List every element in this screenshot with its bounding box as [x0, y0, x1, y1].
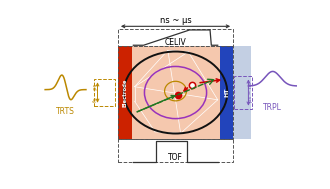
Text: CELIV: CELIV: [165, 38, 186, 47]
Bar: [118, 29, 233, 46]
Bar: [118, 139, 233, 162]
Text: TOF: TOF: [168, 153, 183, 162]
Text: TRPL: TRPL: [263, 103, 282, 112]
Bar: [94, 79, 115, 106]
Text: HT: HT: [224, 88, 229, 97]
Text: Electrode: Electrode: [122, 78, 127, 107]
Text: fs ~ ps: fs ~ ps: [93, 83, 98, 102]
Bar: [118, 46, 132, 139]
Bar: [234, 76, 252, 109]
Text: TRTS: TRTS: [56, 107, 75, 116]
Text: ps ~ ns: ps ~ ns: [248, 83, 253, 102]
Text: ns ~ μs: ns ~ μs: [160, 16, 191, 25]
Bar: [220, 46, 233, 139]
Bar: [118, 46, 233, 139]
Bar: [220, 46, 251, 139]
Bar: [118, 46, 233, 139]
